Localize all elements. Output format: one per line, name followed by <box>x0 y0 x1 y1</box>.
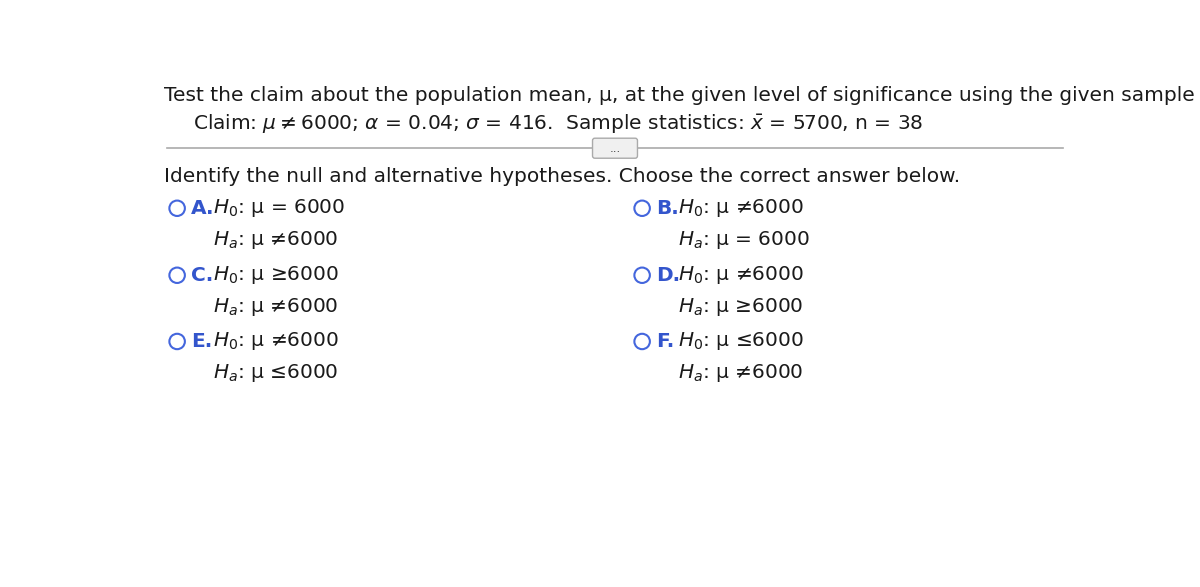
Text: $H_0$: μ ≥6000: $H_0$: μ ≥6000 <box>212 264 338 286</box>
Text: Claim: $\mu \neq 6000$; $\alpha$ = 0.04; $\sigma$ = 416.  Sample statistics: $\b: Claim: $\mu \neq 6000$; $\alpha$ = 0.04;… <box>193 113 923 136</box>
Text: D.: D. <box>656 266 680 285</box>
Text: $H_a$: μ ≠6000: $H_a$: μ ≠6000 <box>212 229 338 251</box>
Text: F.: F. <box>656 332 674 351</box>
Text: $H_a$: μ ≥6000: $H_a$: μ ≥6000 <box>678 296 803 318</box>
Text: ...: ... <box>610 141 620 155</box>
Text: $H_a$: μ ≠6000: $H_a$: μ ≠6000 <box>678 362 803 384</box>
Text: $H_a$: μ ≤6000: $H_a$: μ ≤6000 <box>212 362 338 384</box>
Text: $H_a$: μ = 6000: $H_a$: μ = 6000 <box>678 229 810 251</box>
Text: B.: B. <box>656 199 679 218</box>
Text: Test the claim about the population mean, μ, at the given level of significance : Test the claim about the population mean… <box>164 86 1200 105</box>
Text: $H_0$: μ ≠6000: $H_0$: μ ≠6000 <box>678 264 804 286</box>
Text: C.: C. <box>191 266 214 285</box>
Text: E.: E. <box>191 332 212 351</box>
Text: A.: A. <box>191 199 215 218</box>
Text: $H_a$: μ ≠6000: $H_a$: μ ≠6000 <box>212 296 338 318</box>
Text: $H_0$: μ ≠6000: $H_0$: μ ≠6000 <box>212 330 338 352</box>
Text: $H_0$: μ = 6000: $H_0$: μ = 6000 <box>212 197 344 220</box>
FancyBboxPatch shape <box>593 138 637 158</box>
Text: $H_0$: μ ≠6000: $H_0$: μ ≠6000 <box>678 197 804 220</box>
Text: Identify the null and alternative hypotheses. Choose the correct answer below.: Identify the null and alternative hypoth… <box>164 167 960 185</box>
Text: $H_0$: μ ≤6000: $H_0$: μ ≤6000 <box>678 330 804 352</box>
